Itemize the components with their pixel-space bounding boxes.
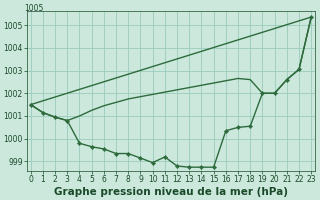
- X-axis label: Graphe pression niveau de la mer (hPa): Graphe pression niveau de la mer (hPa): [54, 187, 288, 197]
- Text: 1005: 1005: [25, 4, 44, 13]
